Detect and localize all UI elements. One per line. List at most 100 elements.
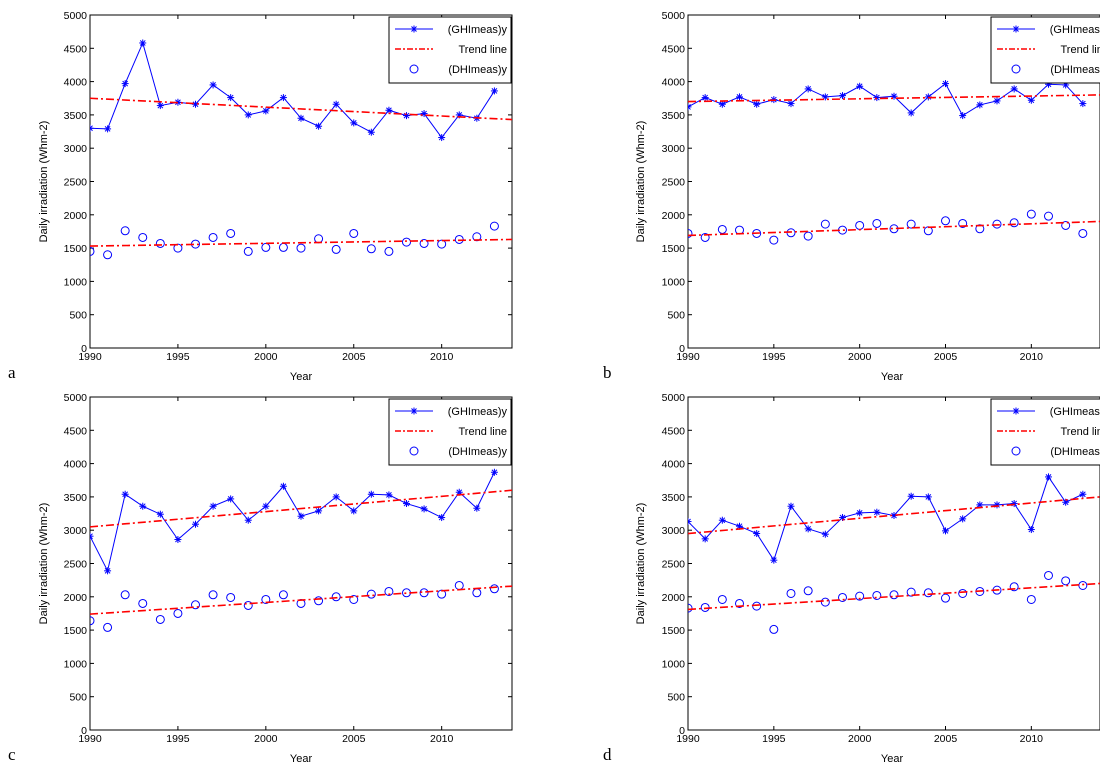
data-point-star bbox=[209, 502, 217, 510]
panel-label: c bbox=[8, 745, 16, 764]
data-point-circle bbox=[1026, 594, 1036, 604]
legend-entry: Trend line bbox=[997, 44, 1100, 56]
legend-box bbox=[388, 398, 512, 466]
y-tick-label: 4000 bbox=[662, 77, 686, 89]
legend-label: (DHImeas)y bbox=[448, 64, 507, 76]
data-point-circle bbox=[923, 588, 933, 598]
data-point-circle bbox=[820, 597, 830, 607]
data-point-star bbox=[156, 510, 164, 518]
data-point-circle bbox=[419, 238, 429, 248]
y-tick-label: 1500 bbox=[64, 625, 88, 637]
data-point-circle bbox=[243, 246, 253, 256]
data-point-star bbox=[367, 128, 375, 136]
y-tick-label: 4000 bbox=[64, 77, 88, 89]
legend-entry: (DHImeas)y bbox=[409, 446, 507, 458]
series-trend-line bbox=[90, 97, 512, 121]
data-point-star bbox=[718, 100, 726, 108]
data-point-circle bbox=[769, 624, 779, 634]
panel-label: b bbox=[603, 363, 612, 382]
data-point-circle bbox=[1026, 209, 1036, 219]
data-point-star bbox=[244, 111, 252, 119]
y-tick-label: 1500 bbox=[662, 243, 686, 255]
y-tick-label: 500 bbox=[69, 692, 87, 704]
data-point-star bbox=[139, 502, 147, 510]
data-point-star bbox=[770, 556, 778, 564]
x-tick-label: 1995 bbox=[166, 351, 190, 363]
data-point-star bbox=[315, 507, 323, 515]
data-point-star bbox=[1010, 85, 1018, 93]
data-point-circle bbox=[384, 586, 394, 596]
y-tick-label: 3000 bbox=[662, 143, 686, 155]
legend-label: (GHImeas)y bbox=[1050, 406, 1100, 418]
legend-swatch-star bbox=[1012, 407, 1020, 415]
data-point-circle bbox=[838, 592, 847, 602]
x-tick-label: 1995 bbox=[762, 351, 786, 363]
data-point-star bbox=[701, 535, 709, 543]
x-tick-label: 1990 bbox=[78, 733, 102, 745]
legend-entry: (DHImeas)y bbox=[1011, 64, 1100, 76]
data-point-star bbox=[262, 107, 270, 115]
data-point-star bbox=[350, 119, 358, 127]
data-point-circle bbox=[958, 218, 968, 228]
series-trend-line bbox=[688, 496, 1100, 535]
legend-entry: (DHImeas)y bbox=[1011, 446, 1100, 458]
y-axis-label: Daily irradiation (Whm-2) bbox=[38, 503, 50, 625]
data-point-circle bbox=[191, 600, 200, 610]
data-point-circle bbox=[366, 244, 376, 254]
data-point-star bbox=[907, 109, 915, 117]
legend: (GHImeas)y Trend line (DHImeas)y bbox=[388, 16, 512, 84]
data-point-circle bbox=[803, 586, 813, 596]
data-point-star bbox=[1045, 473, 1052, 481]
y-tick-label: 1000 bbox=[662, 658, 686, 670]
x-tick-label: 2005 bbox=[342, 351, 366, 363]
data-point-star bbox=[976, 501, 984, 509]
y-tick-label: 0 bbox=[81, 343, 87, 355]
data-point-circle bbox=[331, 592, 341, 602]
data-point-circle bbox=[820, 219, 830, 229]
data-point-star bbox=[718, 516, 726, 524]
data-point-circle bbox=[138, 232, 148, 242]
data-point-star bbox=[332, 100, 340, 108]
legend-entry: (GHImeas)y bbox=[997, 406, 1100, 418]
x-tick-label: 2005 bbox=[342, 733, 366, 745]
data-point-star bbox=[385, 106, 393, 114]
data-point-star bbox=[804, 85, 812, 93]
data-point-circle bbox=[384, 246, 394, 256]
data-point-star bbox=[839, 92, 846, 100]
legend-label: Trend line bbox=[1060, 44, 1100, 56]
data-point-star bbox=[438, 134, 446, 142]
data-point-circle bbox=[226, 228, 236, 238]
data-point-circle bbox=[688, 228, 693, 238]
panel-label: a bbox=[8, 363, 16, 382]
x-tick-label: 2010 bbox=[1020, 351, 1044, 363]
data-point-star bbox=[90, 532, 94, 540]
data-point-star bbox=[701, 94, 709, 102]
legend-swatch-star bbox=[410, 407, 418, 415]
data-point-circle bbox=[700, 232, 710, 242]
data-point-circle bbox=[1009, 218, 1019, 228]
y-tick-label: 500 bbox=[69, 310, 87, 322]
data-point-circle bbox=[103, 250, 113, 260]
data-point-star bbox=[367, 490, 375, 498]
legend-swatch-circle bbox=[409, 446, 419, 456]
legend-label: Trend line bbox=[458, 44, 507, 56]
series-trend-line-dhi bbox=[688, 582, 1100, 611]
legend-entry: Trend line bbox=[395, 426, 507, 438]
data-point-circle bbox=[489, 221, 499, 231]
data-point-circle bbox=[155, 614, 165, 624]
series-ghimeas-y-line bbox=[688, 82, 1084, 117]
plot-area bbox=[90, 468, 512, 632]
legend-box bbox=[990, 398, 1100, 466]
y-tick-label: 1000 bbox=[64, 276, 88, 288]
data-point-circle bbox=[489, 584, 499, 594]
y-tick-label: 3500 bbox=[662, 492, 686, 504]
x-tick-label: 1995 bbox=[762, 733, 786, 745]
data-point-star bbox=[873, 508, 881, 516]
series-trend-line-dhi bbox=[688, 220, 1100, 237]
legend-swatch-circle bbox=[1011, 446, 1021, 456]
data-point-circle bbox=[1009, 582, 1019, 592]
x-tick-label: 1990 bbox=[676, 733, 700, 745]
data-point-circle bbox=[243, 600, 253, 610]
legend: (GHImeas)y Trend line (DHImeas)y bbox=[990, 16, 1100, 84]
data-point-circle bbox=[1078, 228, 1088, 238]
